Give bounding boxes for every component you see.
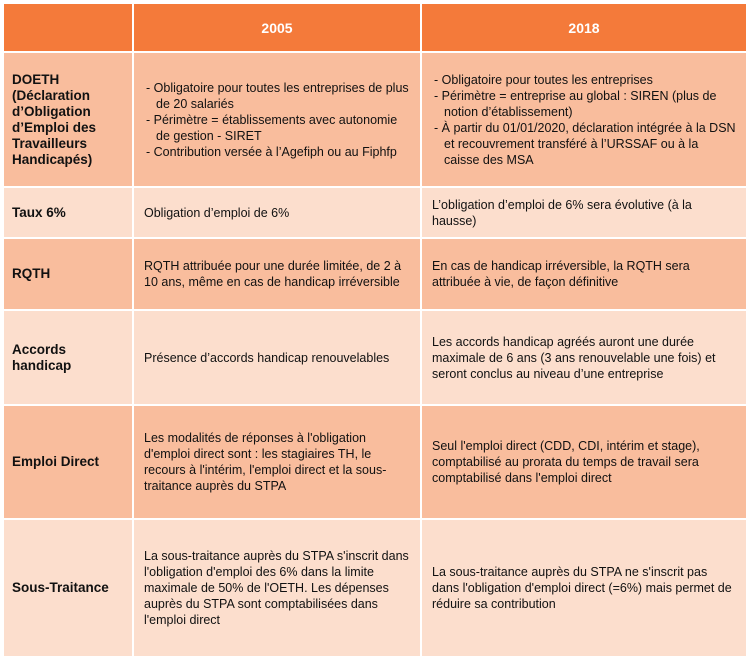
row-label: DOETH (Déclaration d’Obligation d’Emploi…: [2, 51, 134, 188]
row-label: Emploi Direct: [2, 404, 134, 520]
table-cell: Présence d’accords handicap renouvelable…: [132, 309, 422, 406]
table-cell: Les modalités de réponses à l'obligation…: [132, 404, 422, 520]
header-cell: 2018: [420, 2, 748, 53]
table-cell: La sous-traitance auprès du STPA ne s'in…: [420, 518, 748, 658]
table-cell: Obligatoire pour toutes les entreprises …: [132, 51, 422, 188]
table-cell: Obligation d’emploi de 6%: [132, 186, 422, 239]
bullet-item: Obligatoire pour toutes les entreprises …: [144, 80, 410, 112]
table-cell: L’obligation d’emploi de 6% sera évoluti…: [420, 186, 748, 239]
bullet-item: Périmètre = établissements avec autonomi…: [144, 112, 410, 144]
table-row: Taux 6% Obligation d’emploi de 6% L’obliga…: [2, 186, 748, 239]
table-cell: En cas de handicap irréversible, la RQTH…: [420, 237, 748, 311]
header-cell: [2, 2, 134, 53]
bullet-item: Obligatoire pour toutes les entreprises: [432, 72, 736, 88]
table-cell: Seul l'emploi direct (CDD, CDI, intérim …: [420, 404, 748, 520]
table-row: Emploi Direct Les modalités de réponses à…: [2, 404, 748, 520]
table-cell: Les accords handicap agréés auront une d…: [420, 309, 748, 406]
table-row: Accords handicap Présence d’accords handi…: [2, 309, 748, 406]
table-row: Sous-Traitance La sous-traitance auprès d…: [2, 518, 748, 658]
bullet-item: Périmètre = entreprise au global : SIREN…: [432, 88, 736, 120]
row-label: Taux 6%: [2, 186, 134, 239]
bullet-list: Obligatoire pour toutes les entreprises …: [144, 80, 410, 160]
bullet-item: Contribution versée à l’Agefiph ou au Fi…: [144, 144, 410, 160]
table-row: RQTH RQTH attribuée pour une durée limité…: [2, 237, 748, 311]
bullet-list: Obligatoire pour toutes les entreprisesP…: [432, 72, 736, 168]
header-row: 2005 2018: [2, 2, 748, 53]
table-cell: RQTH attribuée pour une durée limitée, d…: [132, 237, 422, 311]
row-label: Sous-Traitance: [2, 518, 134, 658]
header-cell: 2005: [132, 2, 422, 53]
table-cell: La sous-traitance auprès du STPA s'inscr…: [132, 518, 422, 658]
row-label: RQTH: [2, 237, 134, 311]
table-row: DOETH (Déclaration d’Obligation d’Emploi…: [2, 51, 748, 188]
table-cell: Obligatoire pour toutes les entreprisesP…: [420, 51, 748, 188]
row-label: Accords handicap: [2, 309, 134, 406]
bullet-item: À partir du 01/01/2020, déclaration inté…: [432, 120, 736, 168]
